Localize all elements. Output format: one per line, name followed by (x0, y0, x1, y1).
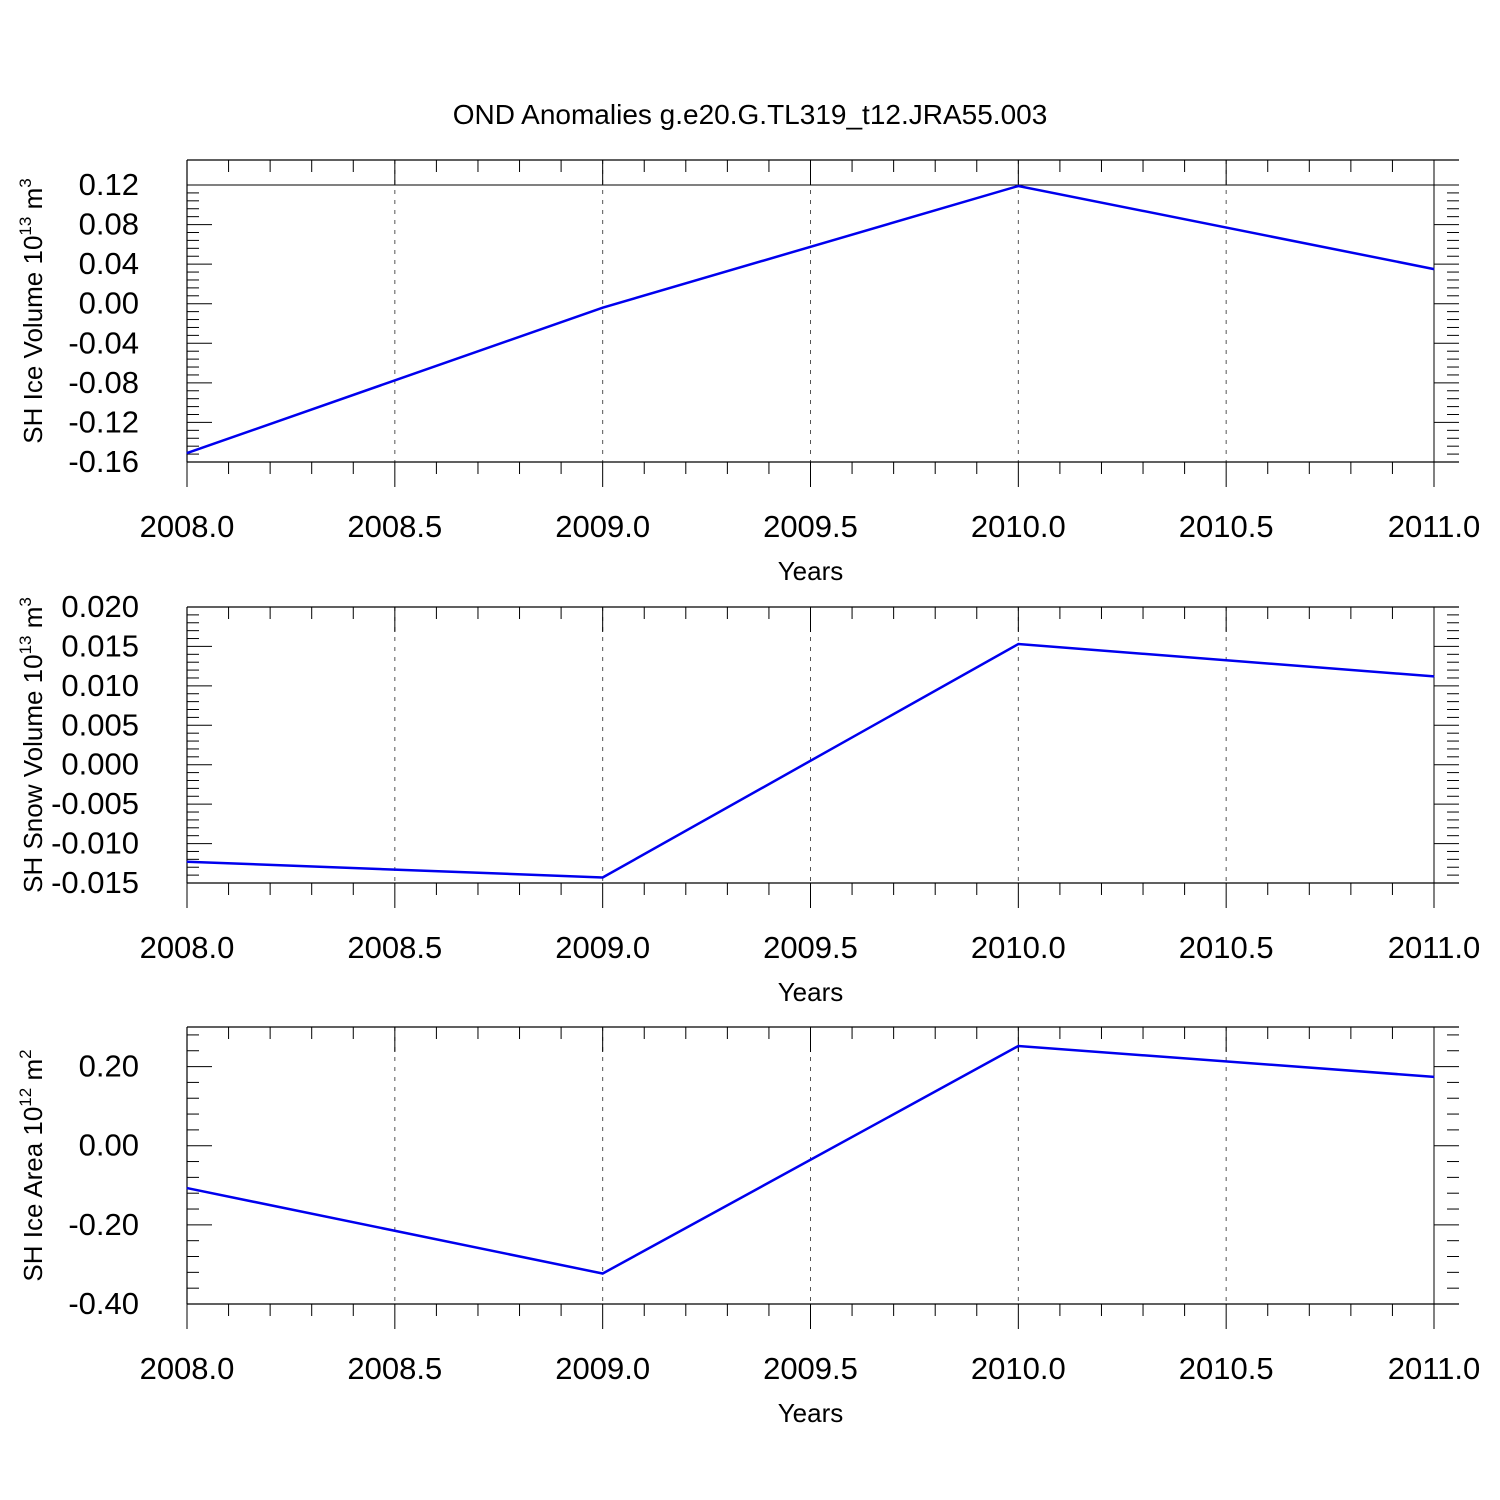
y-tick-label: -0.08 (68, 365, 139, 400)
y-tick-label: -0.015 (51, 865, 139, 900)
data-point (602, 1273, 604, 1275)
x-tick-label: 2010.0 (971, 509, 1066, 544)
y-tick-label: -0.16 (68, 444, 139, 479)
x-axis-label: Years (778, 1398, 844, 1428)
y-tick-label: -0.20 (68, 1207, 139, 1242)
data-point (1017, 185, 1019, 187)
figure-title: OND Anomalies g.e20.G.TL319_t12.JRA55.00… (453, 99, 1048, 130)
panel-ice-volume: -0.16 -0.12 -0.08 -0.04 0.00 0.04 0.08 0.12 2008… (16, 159, 1481, 586)
data-point (186, 452, 188, 454)
series-line-ice-area (186, 1044, 1435, 1275)
y-tick-label: 0.04 (79, 246, 139, 281)
x-tick-label: 2008.0 (140, 930, 235, 965)
y-tick-label: 0.00 (79, 1128, 139, 1163)
y-tick-label: 0.010 (61, 668, 139, 703)
data-point (1433, 268, 1435, 270)
y-tick-label: 0.12 (79, 167, 139, 202)
data-point (1017, 643, 1019, 645)
y-axis-label: SH Snow Volume 1013 m3 (16, 597, 48, 893)
y-tick-label: 0.00 (79, 286, 139, 321)
y-axis-label: SH Ice Volume 1013 m3 (16, 178, 48, 443)
data-point (186, 861, 188, 863)
x-tick-label: 2009.0 (555, 930, 650, 965)
data-point (602, 876, 604, 878)
x-tick-label: 2008.0 (140, 1351, 235, 1386)
x-tick-label: 2010.0 (971, 1351, 1066, 1386)
x-tick-label: 2009.5 (763, 509, 858, 544)
x-tick-label: 2009.0 (555, 1351, 650, 1386)
x-tick-label: 2010.0 (971, 930, 1066, 965)
y-tick-label: 0.015 (61, 628, 139, 663)
x-tick-label: 2008.5 (347, 930, 442, 965)
x-tick-label: 2009.5 (763, 930, 858, 965)
y-tick-label: 0.20 (79, 1049, 139, 1084)
data-point (602, 307, 604, 309)
x-tick-label: 2008.5 (347, 1351, 442, 1386)
data-point (186, 1187, 188, 1189)
y-tick-label: 0.08 (79, 207, 139, 242)
y-tick-label: -0.04 (68, 325, 139, 360)
x-tick-label: 2008.5 (347, 509, 442, 544)
x-tick-label: 2011.0 (1388, 509, 1481, 544)
y-tick-label: 0.020 (61, 589, 139, 624)
x-tick-label: 2011.0 (1388, 930, 1481, 965)
x-tick-label: 2009.0 (555, 509, 650, 544)
x-axis-label: Years (778, 556, 844, 586)
panel-snow-volume: -0.015 -0.010 -0.005 0.000 0.005 0.010 0.015 0.… (16, 589, 1480, 1007)
x-tick-label: 2008.0 (140, 509, 235, 544)
y-tick-label: -0.005 (51, 786, 139, 821)
series-line-snow-volume (186, 642, 1435, 879)
y-axis-label: SH Ice Area 1012 m2 (16, 1049, 48, 1281)
series-line-ice-volume (186, 184, 1435, 455)
y-tick-label: -0.40 (68, 1286, 139, 1321)
data-point (1433, 1076, 1435, 1078)
x-tick-label: 2010.5 (1179, 1351, 1274, 1386)
x-tick-label: 2010.5 (1179, 930, 1274, 965)
y-tick-label: 0.000 (61, 747, 139, 782)
y-tick-label: 0.005 (61, 707, 139, 742)
x-tick-label: 2011.0 (1388, 1351, 1481, 1386)
y-tick-label: -0.010 (51, 826, 139, 861)
x-tick-label: 2010.5 (1179, 509, 1274, 544)
data-point (1017, 1045, 1019, 1047)
panel-ice-area: -0.40 -0.20 0.00 0.20 2008.0 2008.5 2009.0 2009… (16, 1026, 1481, 1428)
x-axis-label: Years (778, 977, 844, 1007)
y-tick-label: -0.12 (68, 404, 139, 439)
x-tick-label: 2009.5 (763, 1351, 858, 1386)
data-point (1433, 675, 1435, 677)
